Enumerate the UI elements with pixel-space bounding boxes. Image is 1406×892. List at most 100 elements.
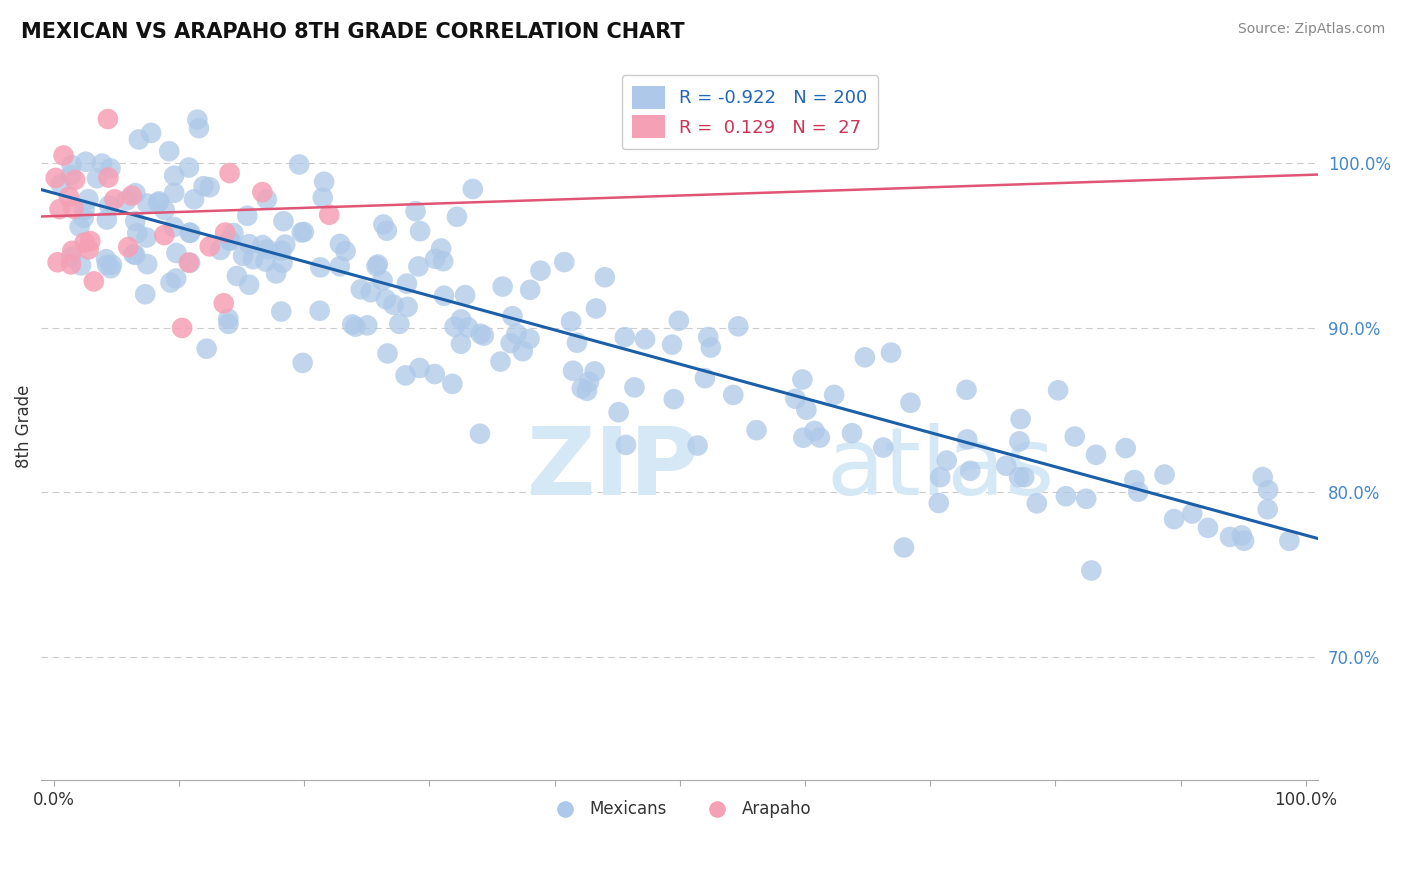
Point bbox=[578, 375, 600, 389]
Point bbox=[745, 423, 768, 437]
Point bbox=[254, 254, 277, 268]
Point bbox=[360, 285, 382, 300]
Point bbox=[565, 335, 588, 350]
Point bbox=[45, 170, 67, 185]
Point bbox=[179, 226, 201, 240]
Point bbox=[562, 364, 585, 378]
Point bbox=[97, 170, 120, 185]
Point bbox=[318, 208, 340, 222]
Point bbox=[1257, 502, 1279, 516]
Point bbox=[1278, 533, 1301, 548]
Point bbox=[212, 296, 235, 310]
Point bbox=[841, 426, 863, 441]
Point bbox=[433, 289, 456, 303]
Point bbox=[98, 198, 121, 212]
Point bbox=[163, 186, 186, 200]
Point bbox=[1008, 470, 1031, 484]
Point bbox=[900, 396, 922, 410]
Point bbox=[593, 270, 616, 285]
Point bbox=[218, 234, 240, 248]
Point bbox=[1257, 483, 1279, 497]
Point bbox=[60, 158, 83, 172]
Point bbox=[872, 441, 894, 455]
Point bbox=[77, 242, 100, 256]
Point bbox=[1163, 512, 1185, 526]
Point bbox=[1197, 521, 1219, 535]
Point bbox=[491, 279, 513, 293]
Point bbox=[693, 371, 716, 385]
Point bbox=[959, 464, 981, 478]
Point bbox=[700, 341, 723, 355]
Point bbox=[139, 126, 162, 140]
Point bbox=[366, 259, 388, 273]
Point bbox=[314, 175, 336, 189]
Point bbox=[46, 255, 69, 269]
Point bbox=[77, 192, 100, 206]
Point bbox=[218, 317, 240, 331]
Point bbox=[928, 496, 950, 510]
Point bbox=[583, 364, 606, 378]
Point bbox=[792, 431, 814, 445]
Point bbox=[499, 336, 522, 351]
Point bbox=[186, 112, 208, 127]
Point bbox=[356, 318, 378, 333]
Point bbox=[1008, 434, 1031, 449]
Point bbox=[441, 376, 464, 391]
Point bbox=[148, 194, 170, 209]
Point bbox=[796, 402, 818, 417]
Point bbox=[308, 303, 330, 318]
Point bbox=[1219, 530, 1241, 544]
Point bbox=[396, 300, 419, 314]
Point bbox=[100, 161, 122, 176]
Point bbox=[1233, 533, 1256, 548]
Point bbox=[880, 345, 903, 359]
Point bbox=[157, 145, 180, 159]
Point bbox=[69, 219, 91, 234]
Point bbox=[1153, 467, 1175, 482]
Point bbox=[209, 243, 232, 257]
Point bbox=[60, 250, 83, 264]
Point bbox=[49, 177, 72, 191]
Point bbox=[661, 337, 683, 351]
Point bbox=[163, 169, 186, 183]
Point bbox=[291, 226, 314, 240]
Point bbox=[79, 234, 101, 248]
Point bbox=[270, 304, 292, 318]
Point bbox=[382, 298, 405, 312]
Point bbox=[96, 258, 118, 272]
Point bbox=[457, 320, 479, 334]
Point bbox=[502, 309, 524, 323]
Point bbox=[489, 354, 512, 368]
Point bbox=[122, 247, 145, 261]
Point bbox=[373, 218, 395, 232]
Point bbox=[153, 202, 176, 217]
Point bbox=[529, 263, 551, 277]
Point bbox=[613, 330, 636, 344]
Point bbox=[70, 258, 93, 272]
Point bbox=[136, 257, 159, 271]
Point bbox=[1054, 489, 1077, 503]
Point bbox=[808, 431, 831, 445]
Point bbox=[177, 255, 200, 269]
Point bbox=[217, 311, 239, 326]
Point bbox=[179, 226, 201, 240]
Point bbox=[454, 288, 477, 302]
Point bbox=[571, 381, 593, 395]
Point bbox=[585, 301, 607, 316]
Point bbox=[124, 214, 146, 228]
Point bbox=[226, 268, 249, 283]
Point bbox=[468, 426, 491, 441]
Point bbox=[195, 342, 218, 356]
Point bbox=[723, 388, 745, 402]
Point bbox=[446, 210, 468, 224]
Point bbox=[252, 238, 274, 252]
Point bbox=[274, 237, 297, 252]
Point bbox=[103, 192, 125, 206]
Point bbox=[1123, 473, 1146, 487]
Point bbox=[388, 317, 411, 331]
Point bbox=[165, 271, 187, 285]
Point bbox=[271, 256, 294, 270]
Point bbox=[309, 260, 332, 275]
Point bbox=[893, 541, 915, 555]
Point bbox=[443, 319, 465, 334]
